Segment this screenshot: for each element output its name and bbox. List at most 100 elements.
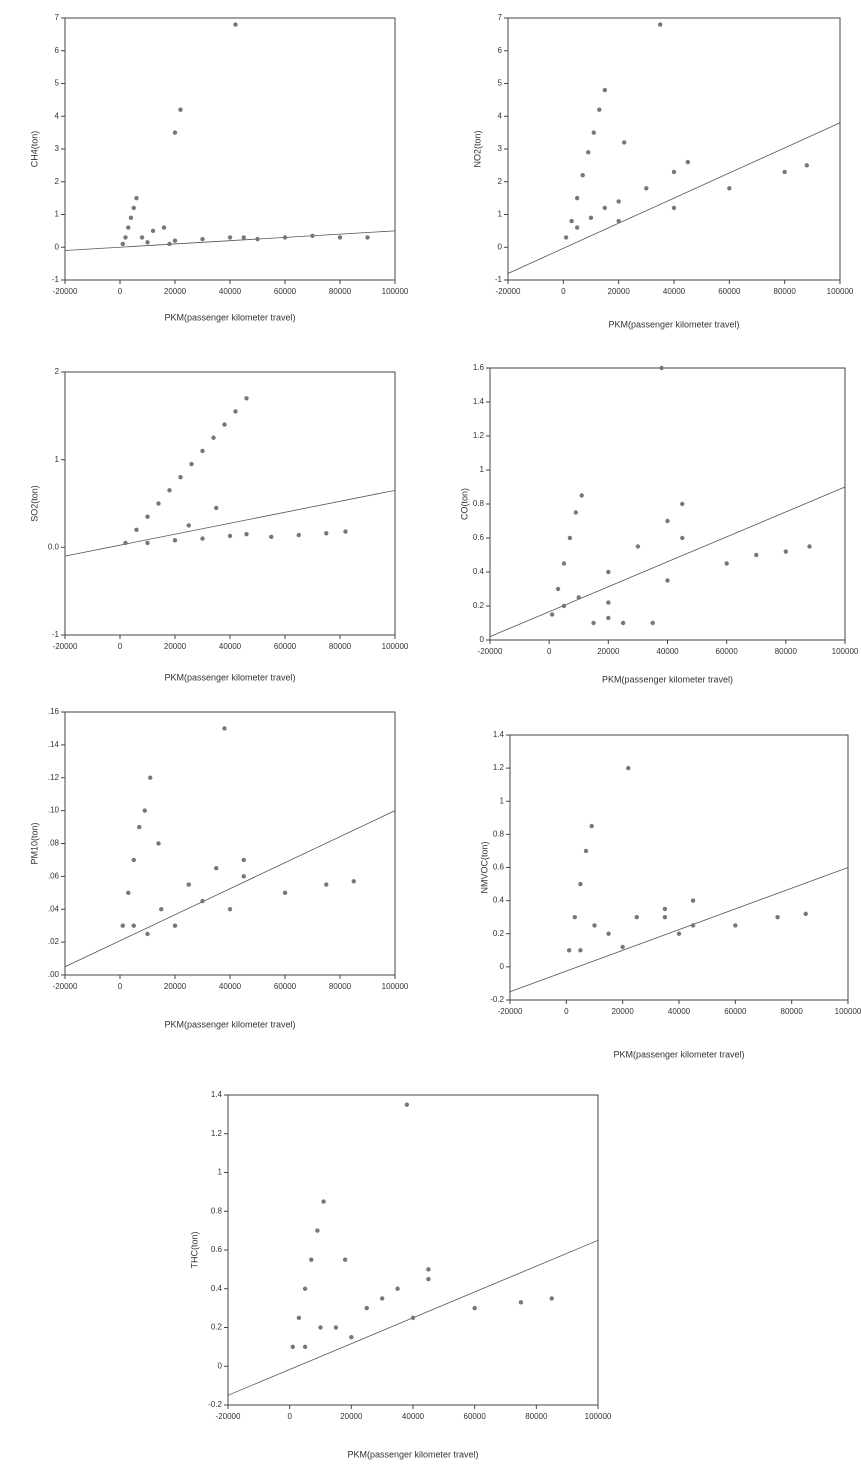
point [620,620,626,626]
point [578,948,583,953]
point [222,422,227,427]
y-tick-label: 7 [55,13,60,22]
point [200,448,205,454]
point [167,241,172,247]
point [659,365,664,371]
x-tick-label: 60000 [274,982,297,991]
x-tick-label: 40000 [402,1412,425,1421]
x-tick-label: 20000 [164,982,187,991]
point [337,235,343,240]
point [616,218,621,224]
point [680,535,685,541]
point [754,552,759,558]
x-tick-label: 80000 [329,642,352,651]
y-tick-label: -1 [52,630,60,639]
y-axis-label: CO(ton) [459,488,469,520]
point [241,857,246,863]
plot-frame [64,371,396,636]
y-tick-label: 1 [55,455,60,464]
point [128,215,134,220]
x-tick-label: -20000 [53,982,78,991]
point [634,914,639,920]
y-tick-label: 1.6 [473,363,485,372]
point [561,561,567,566]
y-tick-label: 1 [498,210,503,219]
plot-frame [227,1094,599,1406]
x-tick-label: 40000 [219,642,242,651]
point [472,1305,477,1311]
point [573,510,578,515]
plot-frame [509,734,849,1001]
point [214,865,219,871]
point [365,235,370,240]
point [680,501,685,507]
x-tick-label: 80000 [329,982,352,991]
point [145,540,150,546]
plot-frame [64,711,396,976]
x-axis-label: PKM(passenger kilometer travel) [164,312,295,322]
point [602,205,608,211]
plot-frame [489,367,846,641]
point [315,1228,320,1233]
y-tick-label: 0.2 [211,1323,223,1332]
point [302,1286,308,1291]
x-tick-label: 60000 [724,1007,747,1016]
x-tick-label: 20000 [164,287,187,296]
point [189,461,194,467]
y-tick-label: 5 [55,79,60,88]
x-tick-label: 60000 [464,1412,487,1421]
point [574,195,580,201]
point [134,195,139,201]
point [671,169,677,175]
y-tick-label: 1 [500,796,505,805]
point [690,898,696,903]
point [566,948,572,953]
x-tick-label: 0 [118,642,123,651]
y-tick-label: 0.6 [211,1245,223,1254]
point [650,620,655,626]
point [296,532,301,538]
y-tick-label: .08 [48,839,60,848]
point [282,890,288,896]
point [343,529,348,534]
y-tick-label: 4 [55,111,60,120]
y-tick-label: 0.2 [493,929,505,938]
y-tick-label: 2 [498,177,503,186]
x-axis-label: PKM(passenger kilometer travel) [613,1049,744,1059]
point [662,914,668,920]
point [131,205,136,211]
x-tick-label: 0 [118,982,123,991]
point [282,235,288,240]
y-axis-label: THC(ton) [189,1231,199,1268]
x-tick-label: 100000 [382,642,409,651]
point [227,907,233,912]
point [606,600,611,605]
x-tick-label: 40000 [219,982,242,991]
fit-line [489,486,846,637]
point [159,907,164,912]
point [606,931,611,936]
x-tick-label: 60000 [274,642,297,651]
y-tick-label: 6 [55,46,60,55]
x-tick-label: 80000 [329,287,352,296]
y-tick-label: .00 [48,970,60,979]
x-tick-label: -20000 [53,642,78,651]
point [145,931,150,937]
y-tick-label: 1.4 [473,397,485,406]
point [563,235,569,240]
y-tick-label: 1 [55,210,60,219]
point [404,1102,410,1107]
point [574,225,580,230]
point [803,911,808,917]
y-tick-label: 0 [55,242,60,251]
point [214,505,219,511]
point [349,1334,354,1340]
x-tick-label: 80000 [525,1412,548,1421]
y-tick-label: -1 [495,275,503,284]
point [131,857,136,863]
x-tick-label: 80000 [781,1007,804,1016]
point [324,531,329,536]
x-tick-label: -20000 [498,1007,523,1016]
point [120,241,125,247]
x-tick-label: -20000 [216,1412,241,1421]
